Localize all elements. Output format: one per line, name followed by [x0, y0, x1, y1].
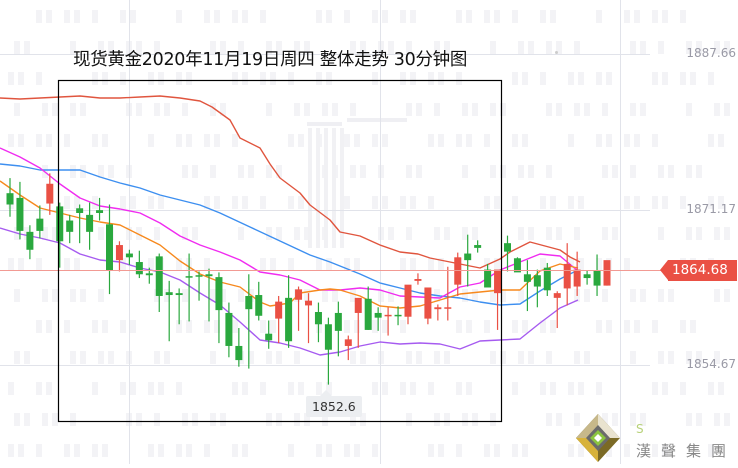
highlight-box	[57, 79, 503, 423]
logo-diamond-icon	[576, 414, 620, 462]
building-watermark	[8, 10, 730, 457]
indicator-lines	[0, 95, 581, 356]
low-price-tooltip: 1852.6	[306, 390, 362, 417]
logo-text: 漢聲集團	[636, 442, 737, 460]
price-axis-label-bottom: 1854.67	[686, 357, 736, 371]
chart-grid	[0, 0, 650, 464]
logo-mark-letter: S	[636, 422, 644, 436]
title-dot	[555, 51, 558, 54]
chart-title: 现货黄金2020年11月19日周四 整体走势 30分钟图	[73, 50, 468, 70]
current-price-tag: 1864.68	[660, 260, 737, 281]
company-logo: S 漢聲集團	[576, 414, 738, 464]
price-axis-label-mid: 1871.17	[686, 202, 736, 216]
price-axis-label-top: 1887.66	[686, 46, 736, 60]
